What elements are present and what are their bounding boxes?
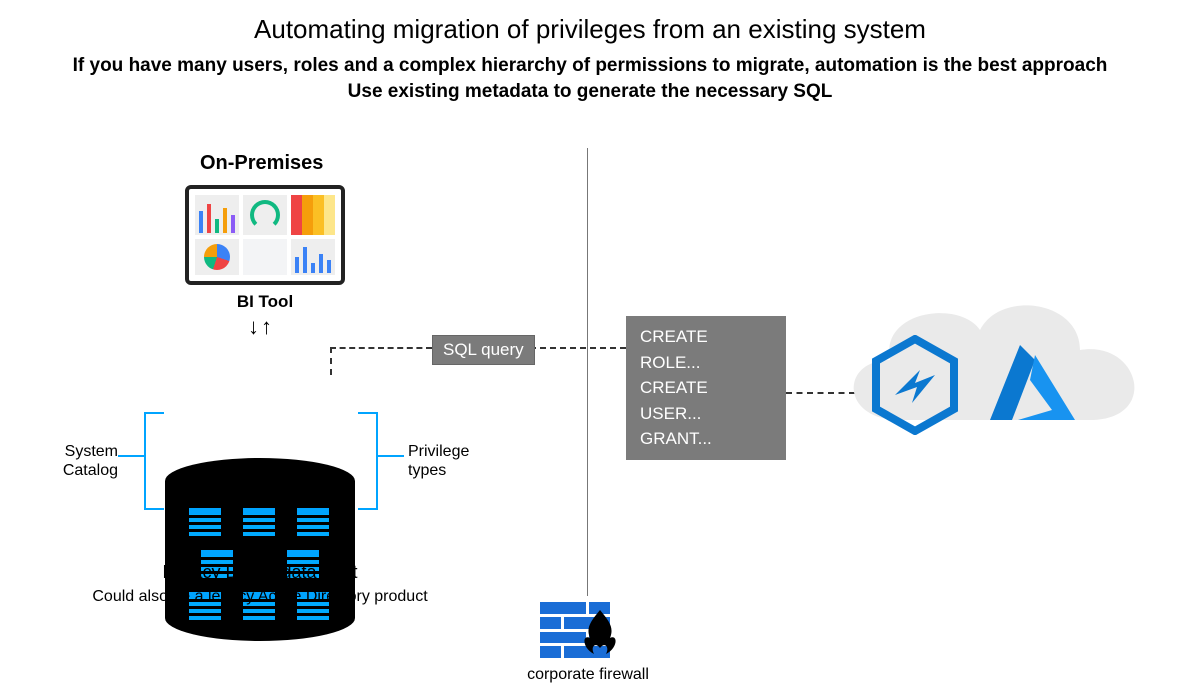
connector-line: [330, 347, 432, 349]
connector-line: [330, 347, 332, 375]
subtitle-line-1: If you have many users, roles and a comp…: [0, 55, 1180, 77]
sql-line: CREATE ROLE...: [640, 324, 772, 375]
firewall-label: corporate firewall: [508, 666, 668, 684]
subtitle-line-2: Use existing metadata to generate the ne…: [0, 81, 1180, 103]
right-bracket-stub: [378, 455, 404, 457]
page-title: Automating migration of privileges from …: [0, 0, 1180, 45]
sql-query-box: SQL query: [432, 335, 535, 365]
firewall-divider-line: [587, 148, 588, 596]
onprem-heading: On-Premises: [200, 152, 323, 175]
right-bracket: [358, 412, 378, 510]
table-icon: [189, 508, 221, 536]
table-icon: [297, 508, 329, 536]
sql-line: GRANT...: [640, 426, 772, 452]
bidirectional-arrow-icon: ↓↑: [248, 316, 274, 338]
bi-tool-dashboard-icon: [185, 185, 345, 285]
azure-logo-icon: [980, 340, 1080, 435]
sql-commands-box: CREATE ROLE... CREATE USER... GRANT...: [626, 316, 786, 460]
db-caption: Legacy DW or data mart: [120, 562, 400, 583]
firewall-icon: [540, 602, 610, 658]
db-caption-2: Could also be a legacy Active Directory …: [60, 588, 460, 606]
bi-tool-label: BI Tool: [185, 292, 345, 312]
azure-synapse-icon: [870, 335, 960, 440]
left-bracket: [144, 412, 164, 510]
system-catalog-label: System Catalog: [48, 442, 118, 480]
sql-line: CREATE USER...: [640, 375, 772, 426]
connector-line: [530, 347, 626, 349]
privilege-types-label: Privilege types: [408, 442, 469, 480]
database-icon: [165, 468, 355, 648]
table-icon: [243, 508, 275, 536]
left-bracket-stub: [118, 455, 144, 457]
